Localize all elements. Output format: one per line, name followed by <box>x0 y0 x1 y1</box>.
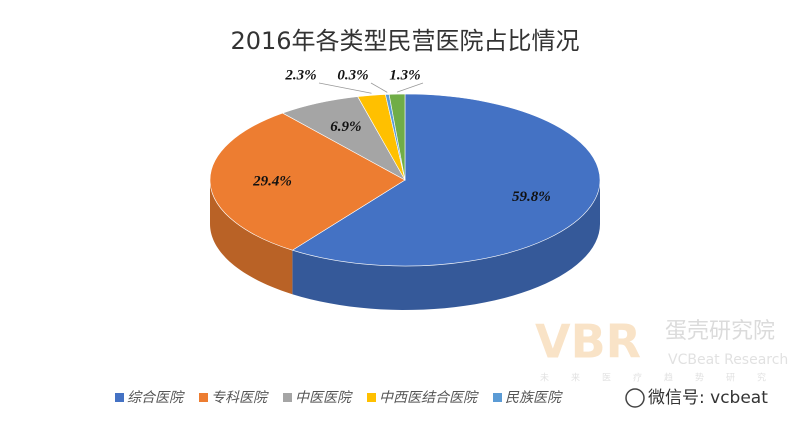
wechat-icon <box>625 388 645 408</box>
watermark-english: VCBeat Research <box>668 352 788 368</box>
data-label: 6.9% <box>330 119 361 135</box>
legend-label: 综合医院 <box>127 390 185 406</box>
legend-swatch <box>493 393 502 402</box>
legend-swatch <box>283 393 292 402</box>
legend-label: 民族医院 <box>505 390 563 406</box>
pie-side <box>292 180 600 310</box>
legend-label: 中医医院 <box>295 390 353 406</box>
legend-swatch <box>367 393 376 402</box>
pie-side <box>210 180 293 295</box>
chart-title: 2016年各类型民营医院占比情况 <box>230 27 579 55</box>
legend-swatch <box>115 393 124 402</box>
watermark-wechat: 微信号: vcbeat <box>648 388 768 408</box>
legend-label: 专科医院 <box>211 390 269 406</box>
leader-line <box>396 82 424 93</box>
legend-swatch <box>199 393 208 402</box>
pie-slice <box>388 93 406 181</box>
data-label: 29.4% <box>252 173 292 189</box>
watermark-slogan: 未来医疗趋势研究 <box>540 372 788 384</box>
legend-label: 中西医结合医院 <box>379 390 479 406</box>
leader-line <box>318 82 372 94</box>
pie-slice <box>209 112 406 251</box>
watermark-name: 蛋壳研究院 <box>665 319 775 344</box>
pie <box>209 93 601 310</box>
leader-line <box>370 82 388 93</box>
pie-slice <box>291 93 601 267</box>
data-label: 1.3% <box>389 67 420 83</box>
data-label: 0.3% <box>337 67 368 83</box>
data-label: 2.3% <box>284 67 316 83</box>
watermark: VBR 蛋壳研究院 VCBeat Research 未来医疗趋势研究 <box>535 315 788 384</box>
data-label: 59.8% <box>512 189 551 205</box>
watermark-logo: VBR <box>535 315 641 369</box>
